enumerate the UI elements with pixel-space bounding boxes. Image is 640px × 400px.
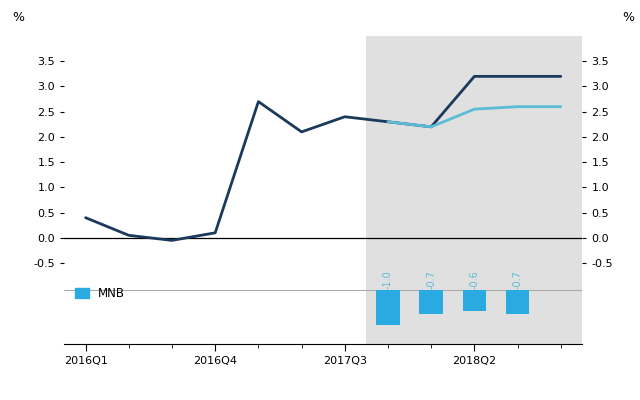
Text: %: % [12, 11, 24, 24]
Bar [376, 290, 400, 325]
Bar [463, 290, 486, 311]
Bar [419, 290, 443, 314]
Text: -1.0: -1.0 [383, 270, 393, 289]
Bar [366, 271, 582, 344]
Text: -0.7: -0.7 [513, 270, 523, 289]
Bar [506, 290, 529, 314]
Text: -0.7: -0.7 [426, 270, 436, 289]
Text: %: % [622, 11, 634, 24]
Bar [366, 36, 582, 271]
Legend: MNB: MNB [70, 282, 130, 305]
Text: -0.6: -0.6 [469, 270, 479, 289]
